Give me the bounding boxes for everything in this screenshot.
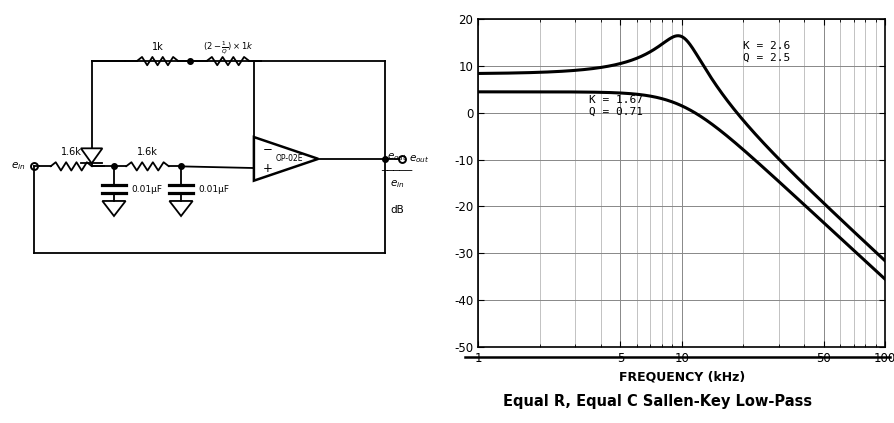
- Text: $(2-\frac{1}{Q})\times 1k$: $(2-\frac{1}{Q})\times 1k$: [203, 39, 253, 55]
- Text: +: +: [262, 162, 273, 175]
- Text: K = 1.67
Q = 0.71: K = 1.67 Q = 0.71: [589, 95, 643, 116]
- Text: 1.6k: 1.6k: [61, 147, 81, 157]
- Text: 0.01µF: 0.01µF: [131, 185, 162, 194]
- Text: $e_{in}$: $e_{in}$: [11, 160, 26, 172]
- Text: 1.6k: 1.6k: [137, 147, 158, 157]
- Text: Equal R, Equal C Sallen-Key Low-Pass: Equal R, Equal C Sallen-Key Low-Pass: [502, 394, 812, 409]
- Text: $e_{out}$
─────
$e_{in}$

dB: $e_{out}$ ───── $e_{in}$ dB: [382, 151, 412, 214]
- Text: −: −: [262, 143, 273, 156]
- Text: 1k: 1k: [152, 42, 164, 52]
- Text: $e_{out}$: $e_{out}$: [409, 153, 430, 165]
- Text: OP-02E: OP-02E: [276, 154, 303, 163]
- Text: K = 2.6
Q = 2.5: K = 2.6 Q = 2.5: [743, 41, 790, 63]
- Text: 0.01µF: 0.01µF: [198, 185, 229, 194]
- X-axis label: FREQUENCY (kHz): FREQUENCY (kHz): [619, 370, 745, 383]
